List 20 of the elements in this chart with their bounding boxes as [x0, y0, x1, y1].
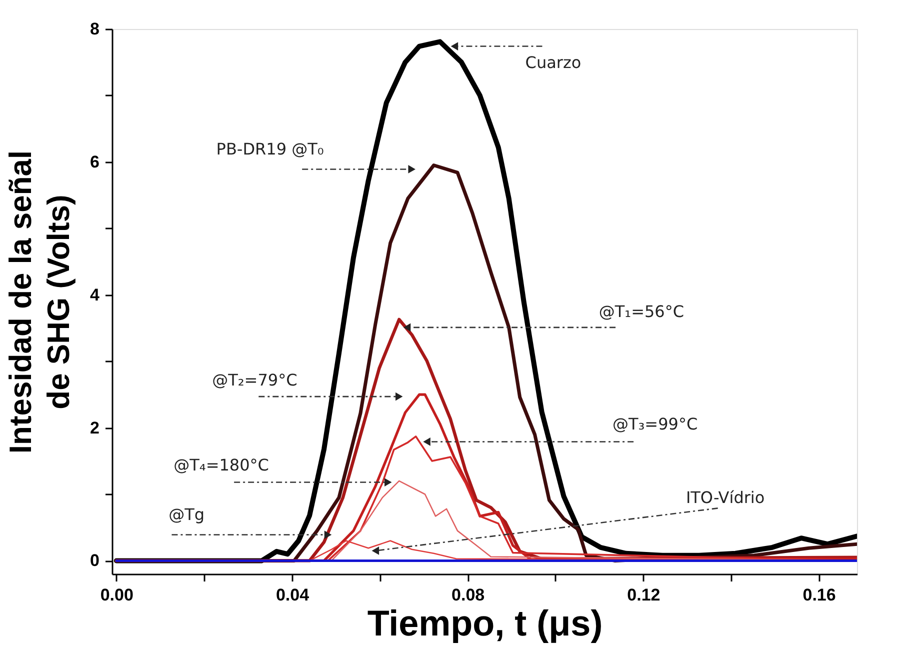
x-axis-title: Tiempo, t (μs) — [367, 602, 603, 644]
y-tick-label: 4 — [90, 285, 100, 304]
y-axis-title: Intesidad de la señal de SHG (Volts) — [3, 150, 76, 454]
x-tick-label: 0.16 — [802, 586, 836, 604]
y-tick-label: 8 — [90, 20, 100, 38]
annotation: @Tg — [168, 504, 205, 524]
y-tick-label: 0 — [90, 551, 100, 570]
x-tick-label: 0.12 — [627, 586, 660, 604]
annotation: Cuarzo — [525, 52, 582, 72]
annotation: @T₄=180°C — [174, 456, 269, 475]
x-tick-label: 0.00 — [100, 586, 134, 604]
annotation: ITO-Vídrio — [686, 488, 765, 508]
y-tick-label: 2 — [90, 418, 100, 438]
y-tick-label: 6 — [90, 152, 100, 172]
annotation: @T₃=99°C — [612, 414, 698, 434]
x-tick-label: 0.08 — [452, 586, 485, 604]
annotation: @T₁=56°C — [598, 302, 684, 322]
annotation: PB-DR19 @T₀ — [216, 139, 324, 158]
annotation: @T₂=79°C — [212, 370, 298, 390]
x-tick-label: 0.04 — [276, 586, 310, 604]
